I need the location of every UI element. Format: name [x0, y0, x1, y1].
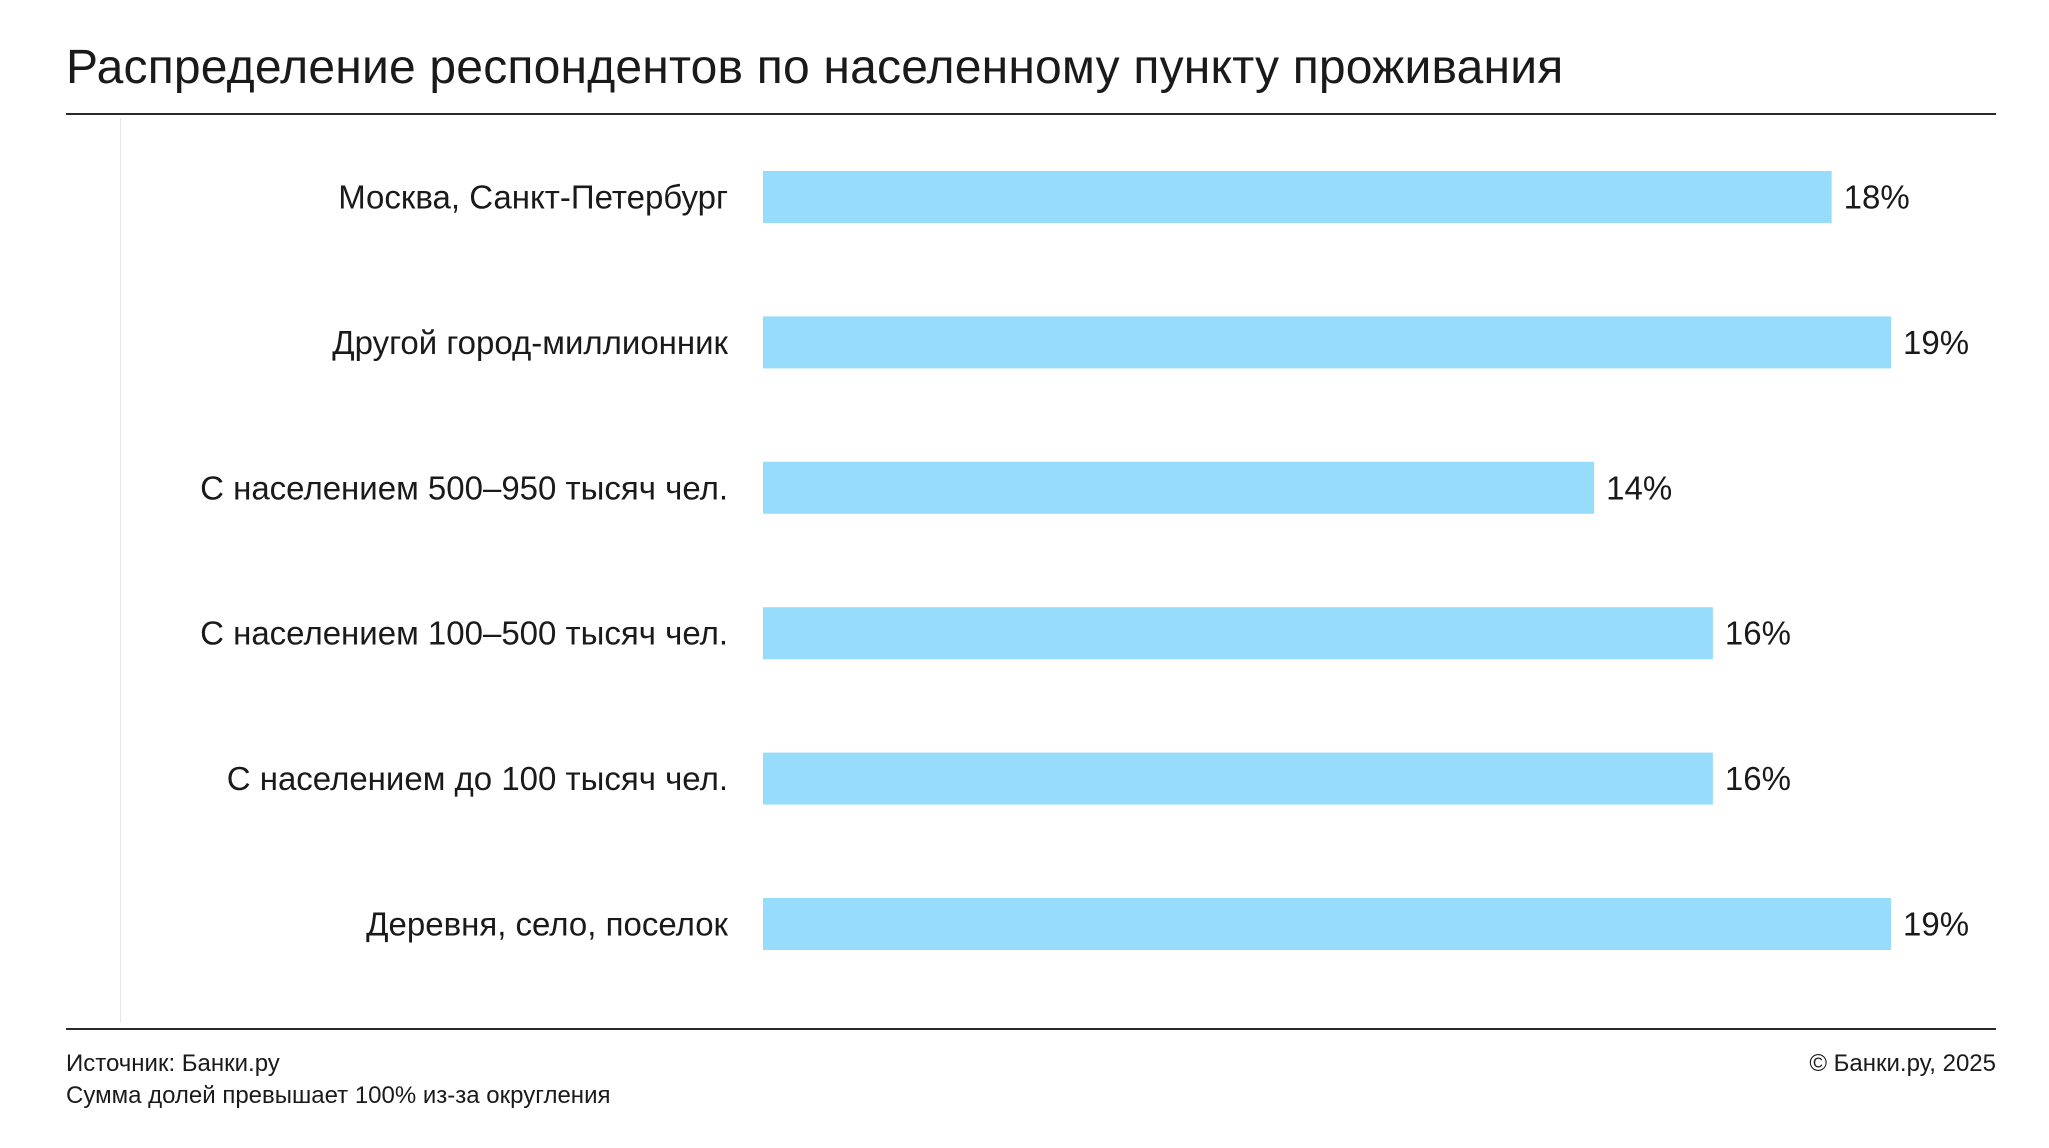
bar [763, 461, 1595, 514]
bar [763, 607, 1713, 660]
source-note: Источник: Банки.ру [66, 1050, 280, 1077]
bar [763, 316, 1891, 369]
chart-title: Распределение респондентов по населенном… [66, 41, 1564, 94]
bottom-divider [66, 1028, 1996, 1030]
value-label: 16% [1725, 760, 1791, 797]
bar [763, 171, 1832, 223]
bar [763, 752, 1713, 805]
value-label: 16% [1725, 615, 1791, 652]
top-divider [66, 113, 1996, 115]
category-label: Другой город-миллионник [332, 324, 728, 361]
value-label: 18% [1844, 179, 1910, 216]
category-label: Деревня, село, поселок [366, 906, 728, 943]
value-label: 14% [1606, 469, 1672, 506]
category-label: С населением до 100 тысяч чел. [227, 760, 728, 797]
value-label: 19% [1903, 906, 1969, 943]
category-label: С населением 100–500 тысяч чел. [200, 615, 728, 652]
value-label: 19% [1903, 324, 1969, 361]
bar [763, 898, 1891, 950]
copyright-note: © Банки.ру, 2025 [1809, 1050, 1996, 1077]
category-label: С населением 500–950 тысяч чел. [200, 469, 728, 506]
y-axis-line [120, 118, 121, 1023]
rounding-note: Сумма долей превышает 100% из-за округле… [66, 1082, 611, 1109]
category-label: Москва, Санкт-Петербург [338, 179, 728, 216]
